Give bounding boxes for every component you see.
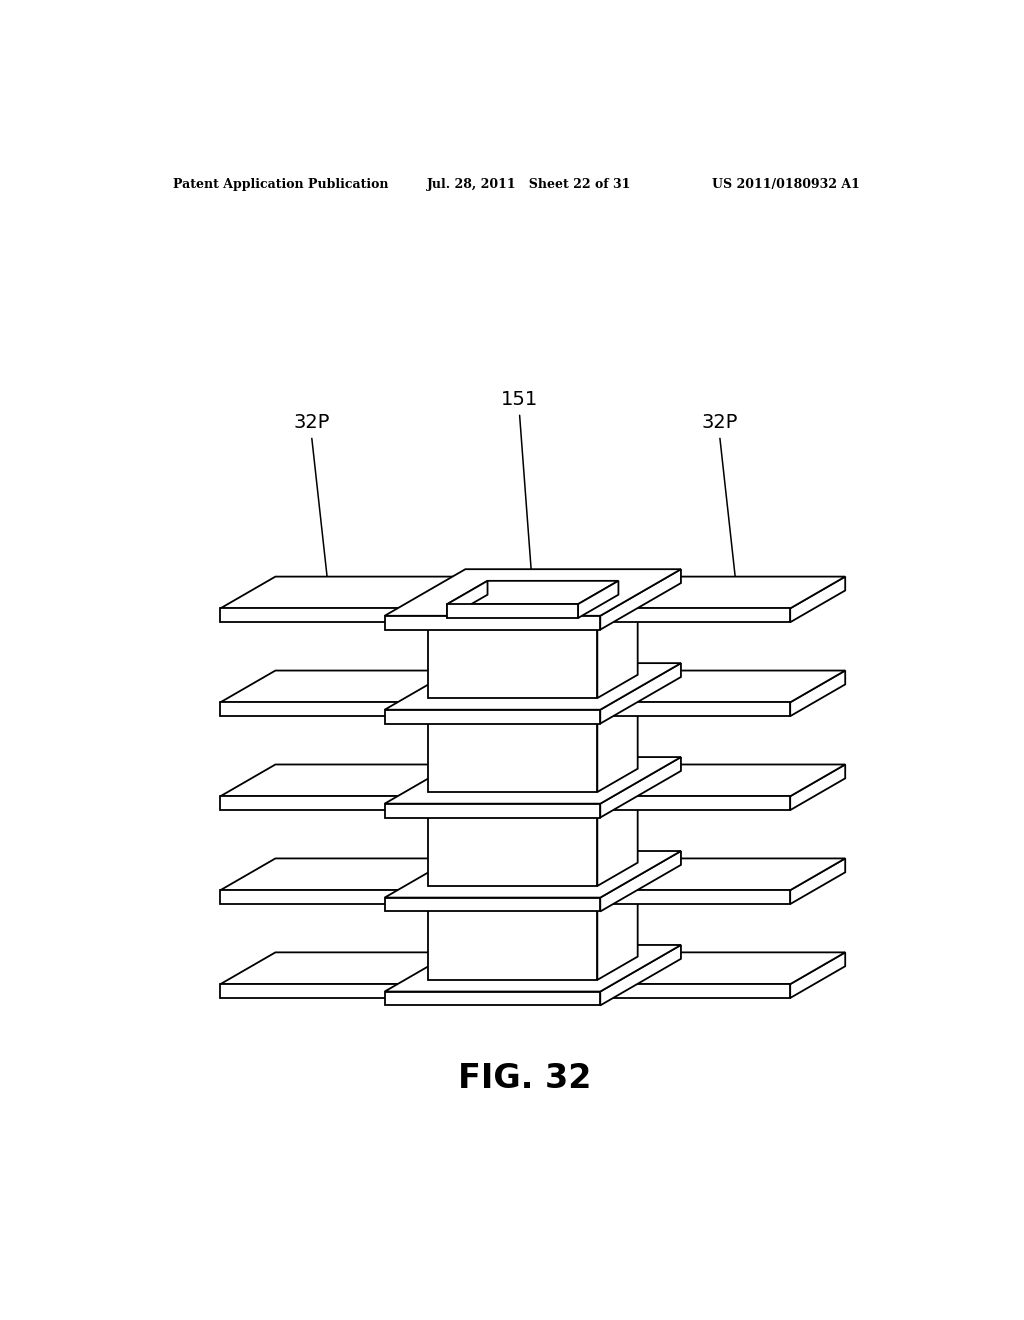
Polygon shape xyxy=(220,702,413,717)
Polygon shape xyxy=(791,671,845,717)
Polygon shape xyxy=(385,569,681,616)
Polygon shape xyxy=(428,711,597,792)
Text: 32P: 32P xyxy=(293,413,330,432)
Polygon shape xyxy=(600,663,681,723)
Polygon shape xyxy=(598,764,845,796)
Polygon shape xyxy=(428,783,638,807)
Polygon shape xyxy=(428,900,597,979)
Polygon shape xyxy=(413,858,468,904)
Polygon shape xyxy=(220,952,468,985)
Polygon shape xyxy=(220,858,468,890)
Polygon shape xyxy=(447,581,487,618)
Polygon shape xyxy=(220,890,413,904)
Polygon shape xyxy=(220,671,468,702)
Polygon shape xyxy=(428,807,597,886)
Polygon shape xyxy=(385,991,600,1006)
Polygon shape xyxy=(598,796,791,810)
Text: US 2011/0180932 A1: US 2011/0180932 A1 xyxy=(712,178,860,190)
Polygon shape xyxy=(428,876,638,900)
Polygon shape xyxy=(600,758,681,817)
Polygon shape xyxy=(597,783,638,886)
Text: FIG. 32: FIG. 32 xyxy=(458,1063,592,1096)
Polygon shape xyxy=(600,851,681,912)
Polygon shape xyxy=(385,758,681,804)
Polygon shape xyxy=(385,804,600,817)
Polygon shape xyxy=(598,577,845,609)
Polygon shape xyxy=(385,898,600,912)
Text: Jul. 28, 2011   Sheet 22 of 31: Jul. 28, 2011 Sheet 22 of 31 xyxy=(427,178,632,190)
Polygon shape xyxy=(428,595,638,618)
Polygon shape xyxy=(413,952,468,998)
Polygon shape xyxy=(413,764,468,810)
Polygon shape xyxy=(385,616,600,630)
Polygon shape xyxy=(791,764,845,810)
Text: 151: 151 xyxy=(501,389,538,409)
Polygon shape xyxy=(598,890,791,904)
Polygon shape xyxy=(598,858,845,890)
Polygon shape xyxy=(579,581,618,618)
Polygon shape xyxy=(447,581,618,605)
Polygon shape xyxy=(220,764,468,796)
Polygon shape xyxy=(220,985,413,998)
Polygon shape xyxy=(385,663,681,710)
Polygon shape xyxy=(413,577,468,622)
Polygon shape xyxy=(597,595,638,698)
Polygon shape xyxy=(413,671,468,717)
Text: 32P: 32P xyxy=(701,413,738,432)
Text: Patent Application Publication: Patent Application Publication xyxy=(173,178,388,190)
Polygon shape xyxy=(220,577,468,609)
Polygon shape xyxy=(598,609,791,622)
Polygon shape xyxy=(597,689,638,792)
Polygon shape xyxy=(598,985,791,998)
Polygon shape xyxy=(600,569,681,630)
Polygon shape xyxy=(791,858,845,904)
Polygon shape xyxy=(597,876,638,979)
Polygon shape xyxy=(220,609,413,622)
Polygon shape xyxy=(598,671,845,702)
Polygon shape xyxy=(220,796,413,810)
Polygon shape xyxy=(598,952,845,985)
Polygon shape xyxy=(447,605,579,618)
Polygon shape xyxy=(428,618,597,698)
Polygon shape xyxy=(598,702,791,717)
Polygon shape xyxy=(600,945,681,1006)
Polygon shape xyxy=(791,952,845,998)
Polygon shape xyxy=(385,851,681,898)
Polygon shape xyxy=(428,689,638,711)
Polygon shape xyxy=(385,710,600,723)
Polygon shape xyxy=(385,945,681,991)
Polygon shape xyxy=(791,577,845,622)
